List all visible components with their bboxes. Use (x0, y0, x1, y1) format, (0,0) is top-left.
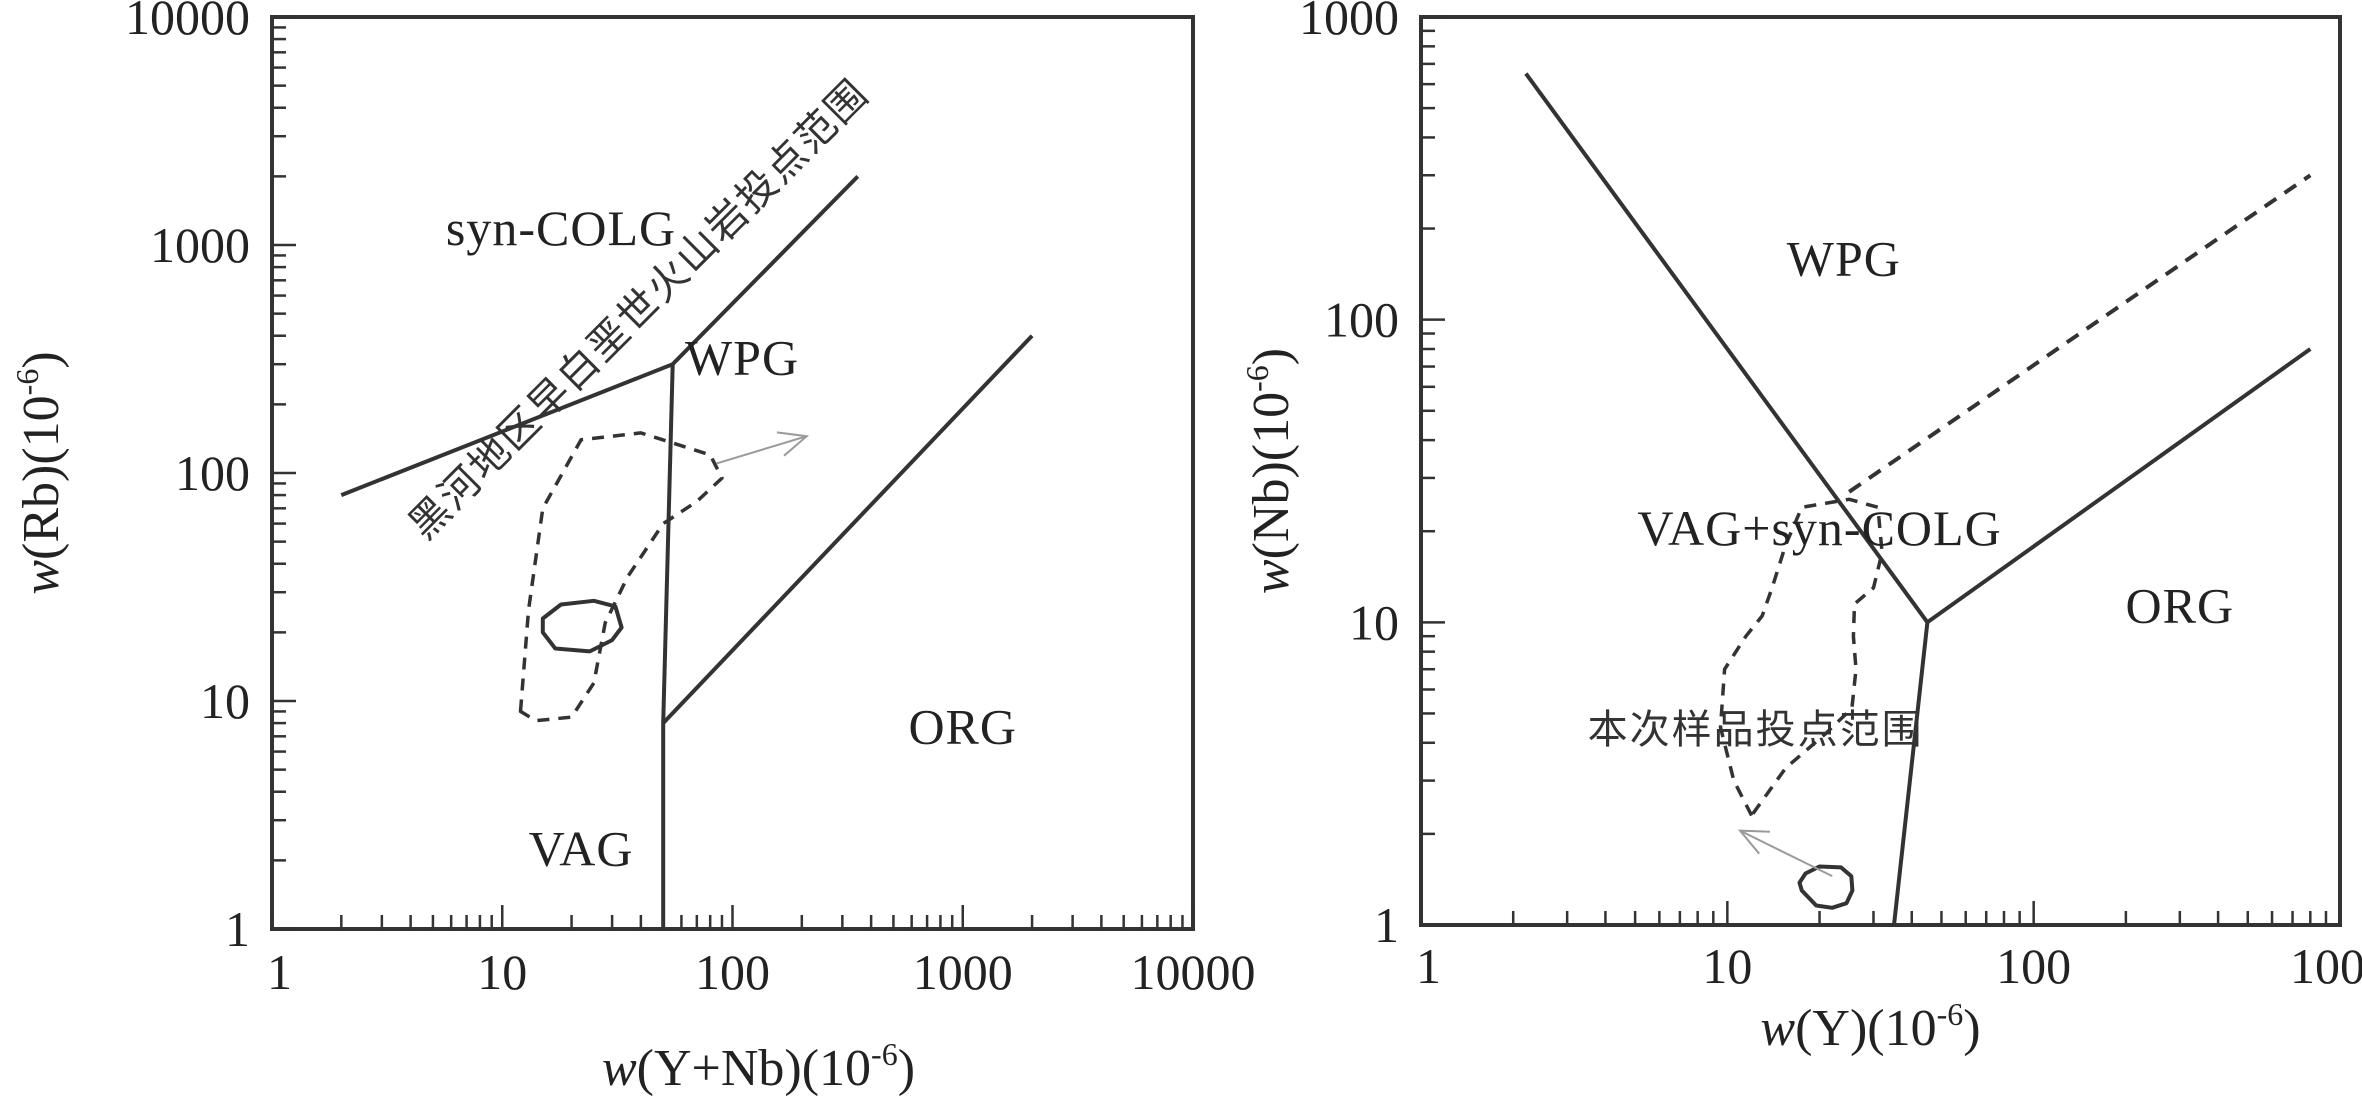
field-label: syn-COLG (446, 200, 676, 256)
y-axis-label-text: (Nb)(10 (1243, 392, 1300, 560)
x-axis-label-close: ) (1963, 1000, 1980, 1057)
y-axis-label-text: (Rb)(10 (13, 395, 70, 560)
x-tick-label: 10 (1702, 938, 1752, 994)
x-tick-label: 100 (1996, 938, 2071, 994)
y-tick-label: 1 (1374, 897, 1399, 953)
annotation-label: 本次样品投点范围 (1588, 707, 1924, 753)
sample-outline (1797, 864, 1855, 910)
regional-volcanic-outline (518, 431, 724, 723)
y-tick-label: 1000 (1299, 0, 1399, 45)
x-axis-label-superscript: -6 (1937, 996, 1964, 1032)
x-tick-label: 100 (695, 944, 770, 1000)
regional-volcanic-outline (1718, 497, 1884, 818)
y-axis-label: w(Nb)(10-6) (1239, 348, 1300, 594)
x-tick-label: 10 (477, 944, 527, 1000)
x-tick-label: 1000 (913, 944, 1013, 1000)
y-axis-label-close: ) (1243, 348, 1300, 365)
y-axis-label-close: ) (13, 351, 70, 368)
field-boundary-line (1926, 347, 2312, 624)
y-tick-label: 1000 (150, 217, 250, 273)
x-axis-label-italic: w (602, 1040, 637, 1097)
annotation-arrow (1739, 829, 1833, 878)
y-tick-label: 10000 (125, 0, 250, 45)
field-boundary-line (1892, 622, 1930, 926)
field-label: WPG (685, 330, 799, 386)
y-tick-label: 1 (225, 901, 250, 957)
sample-outline (540, 598, 624, 654)
field-label: ORG (2126, 577, 2235, 633)
field-label: ORG (908, 699, 1017, 755)
y-axis-label-italic: w (1243, 559, 1300, 594)
plot-frame (270, 15, 1195, 931)
y-axis-label: w(Rb)(10-6) (9, 351, 70, 594)
x-axis-label: w(Y)(10-6) (1760, 996, 1980, 1057)
field-label: VAG (529, 820, 634, 876)
plot-frame (1419, 15, 2342, 927)
x-tick-label: 1000 (2290, 938, 2362, 994)
nb-vs-y-diagram: 11010010001101001000w(Y)(10-6)w(Nb)(10-6… (1239, 0, 2362, 1057)
annotation-arrow-head (776, 431, 810, 457)
field-boundary-line (661, 364, 675, 929)
dashed-boundary-line (1848, 173, 2312, 494)
x-axis-label-text: (Y)(10 (1795, 1000, 1937, 1057)
field-label: VAG+syn-COLG (1637, 500, 2001, 556)
annotation-arrow-head (1737, 829, 1771, 855)
y-tick-label: 100 (175, 445, 250, 501)
y-axis-label-superscript: -6 (1239, 365, 1275, 392)
x-axis-label-italic: w (1760, 1000, 1795, 1057)
y-axis-label-italic: w (13, 560, 70, 595)
field-label: WPG (1787, 230, 1901, 286)
y-tick-label: 10 (1349, 594, 1399, 650)
annotation-label: 黑河地区早白垩世火山岩投点范围 (400, 71, 878, 549)
field-boundary-line (1524, 72, 1930, 624)
y-tick-label: 10 (200, 673, 250, 729)
annotation-arrow (715, 435, 807, 465)
y-axis-label-superscript: -6 (9, 369, 45, 396)
rb-vs-y-nb-diagram: 1 10 100 1000 10000110100100010000w(Y+Nb)(10… (9, 0, 1256, 1097)
x-tick-label: 1 (1416, 938, 1441, 994)
x-axis-label-superscript: -6 (871, 1036, 898, 1072)
x-axis-label-text: (Y+Nb)(10 (637, 1040, 871, 1097)
x-axis-label-close: ) (898, 1040, 915, 1097)
x-tick-label: 10000 (1131, 944, 1256, 1000)
y-tick-label: 100 (1324, 292, 1399, 348)
x-tick-label: 1 (267, 944, 292, 1000)
x-axis-label: w(Y+Nb)(10-6) (602, 1036, 915, 1097)
field-boundary-line (661, 334, 1034, 725)
